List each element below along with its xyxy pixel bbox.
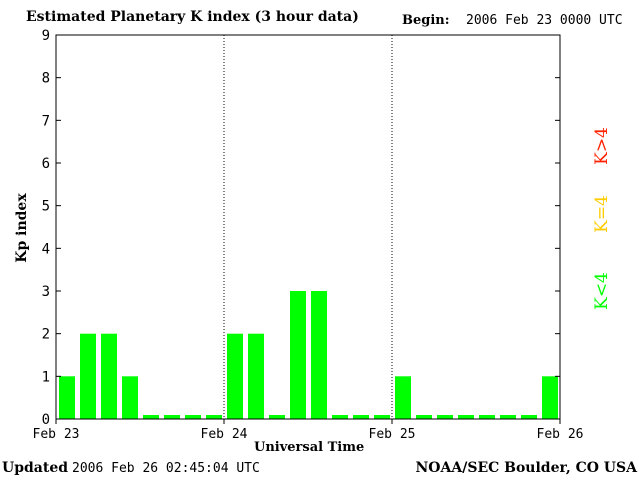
x-tick-label: Feb 26 (537, 427, 584, 442)
plot-frame (55, 34, 561, 420)
kp-bar (80, 333, 96, 419)
kp-bar (143, 415, 159, 419)
kp-bar (374, 415, 390, 419)
credit-line: NOAA/SEC Boulder, CO USA (415, 460, 638, 476)
kp-bar (227, 333, 243, 419)
x-tick-label: Feb 25 (369, 427, 416, 442)
y-tick-label: 8 (42, 71, 50, 87)
kp-bar (290, 291, 306, 419)
kp-bar (500, 415, 516, 419)
y-tick-label: 6 (42, 156, 50, 172)
legend-k-above-4: K>4 (592, 127, 612, 165)
kp-bar (269, 415, 285, 419)
kp-bar (248, 333, 264, 419)
kp-bar (122, 376, 138, 419)
chart-title: Estimated Planetary K index (3 hour data… (26, 9, 359, 25)
y-tick-label: 2 (42, 327, 50, 343)
kp-bar (332, 415, 348, 419)
kp-bar (59, 376, 75, 419)
begin-value: 2006 Feb 23 0000 UTC (466, 13, 623, 28)
kp-bar (542, 376, 558, 419)
updated-label: Updated (2, 460, 69, 476)
y-tick-label: 7 (42, 113, 50, 129)
y-tick-label: 4 (42, 241, 50, 257)
kp-bar (395, 376, 411, 419)
kp-bar (311, 291, 327, 419)
kp-bar (206, 415, 222, 419)
kp-bar (521, 415, 537, 419)
kp-bar (458, 415, 474, 419)
bar-series (59, 291, 558, 419)
updated-timestamp: 2006 Feb 26 02:45:04 UTC (72, 461, 260, 476)
x-tick-label: Feb 24 (201, 427, 248, 442)
kp-bar (101, 333, 117, 419)
y-axis-label: Kp index (14, 193, 30, 263)
day-separators (223, 35, 393, 419)
y-tick-label: 0 (42, 412, 50, 428)
kp-bar (164, 415, 180, 419)
legend-k-equals-4: K=4 (592, 195, 612, 233)
kp-bar (479, 415, 495, 419)
kp-bar (185, 415, 201, 419)
y-axis: 0 1 2 3 4 5 6 7 8 9 (42, 28, 560, 428)
y-tick-label: 5 (42, 199, 50, 215)
kp-bar (416, 415, 432, 419)
y-tick-label: 3 (42, 284, 50, 300)
x-axis-label: Universal Time (254, 440, 365, 455)
legend-k-below-4: K<4 (592, 272, 612, 310)
kp-bar (437, 415, 453, 419)
begin-label: Begin: (402, 13, 450, 28)
x-tick-label: Feb 23 (33, 427, 80, 442)
y-tick-label: 9 (42, 28, 50, 44)
x-axis: Feb 23 Feb 24 Feb 25 Feb 26 (33, 419, 584, 442)
y-tick-label: 1 (42, 369, 50, 385)
kp-bar (353, 415, 369, 419)
